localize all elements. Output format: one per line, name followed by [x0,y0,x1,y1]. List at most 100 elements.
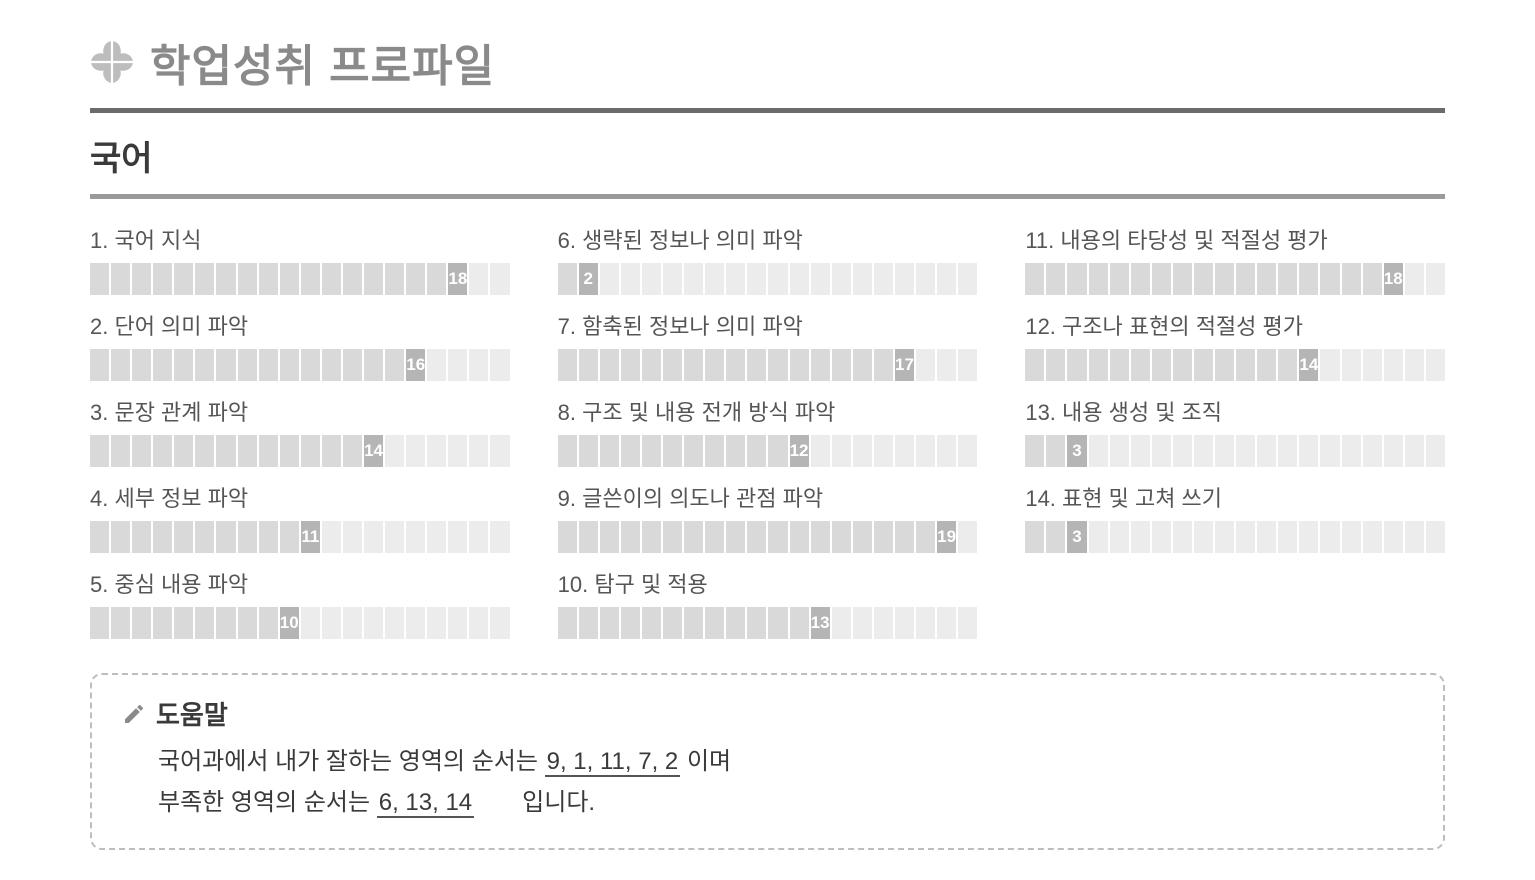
bar-segment [1278,435,1297,467]
score-bar: 3 [1025,521,1445,553]
bar-segment [1025,263,1044,295]
score-bar: 12 [558,435,978,467]
bar-segment: 18 [1384,263,1403,295]
bar-segment [195,607,214,639]
help-line-1: 국어과에서 내가 잘하는 영역의 순서는 9, 1, 11, 7, 2 이며 [122,742,1413,783]
bar-segment [916,521,935,553]
bar-segment [853,349,872,381]
bar-segment [621,521,640,553]
bar-segment [642,263,661,295]
bar-segment [747,521,766,553]
profile-item: 13. 내용 생성 및 조직3 [1025,395,1445,467]
bar-segment [621,349,640,381]
bar-segment [663,263,682,295]
bar-segment [874,521,893,553]
bar-segment [705,521,724,553]
bar-segment [600,607,619,639]
bar-segment [726,263,745,295]
bar-segment [579,435,598,467]
bar-segment [406,521,425,553]
clover-icon [90,40,134,84]
bar-segment [469,435,488,467]
bar-segment [747,607,766,639]
help-line1-val: 9, 1, 11, 7, 2 [545,748,681,777]
bar-segment [174,349,193,381]
bar-segment [90,263,109,295]
item-label: 4. 세부 정보 파악 [90,481,510,513]
bar-segment [1320,263,1339,295]
pencil-icon [122,702,146,726]
bar-segment [406,435,425,467]
bar-segment [132,435,151,467]
bar-segment [768,435,787,467]
bar-segment [385,349,404,381]
bar-segment [301,263,320,295]
help-line1-pre: 국어과에서 내가 잘하는 영역의 순서는 [158,748,545,775]
bar-segment: 14 [1299,349,1318,381]
bar-segment [558,349,577,381]
bar-segment [259,263,278,295]
bar-segment [385,435,404,467]
bar-segment [153,263,172,295]
bar-segment: 16 [406,349,425,381]
bar-segment [238,435,257,467]
bar-segment [684,521,703,553]
item-label: 3. 문장 관계 파악 [90,395,510,427]
bar-segment [937,607,956,639]
bar-segment [322,521,341,553]
bar-segment [558,263,577,295]
bar-segment [916,349,935,381]
bar-segment [1152,349,1171,381]
bar-segment [469,349,488,381]
bar-segment [579,607,598,639]
profile-grid: 1. 국어 지식182. 단어 의미 파악163. 문장 관계 파악144. 세… [90,223,1445,639]
bar-segment [768,263,787,295]
bar-segment [238,263,257,295]
bar-segment [280,435,299,467]
bar-segment [259,607,278,639]
bar-segment [558,607,577,639]
bar-segment [1046,435,1065,467]
bar-segment [1089,521,1108,553]
bar-segment [385,263,404,295]
bar-segment [153,435,172,467]
bar-segment [490,263,509,295]
bar-segment [1194,263,1213,295]
bar-segment [832,521,851,553]
item-label: 12. 구조나 표현의 적절성 평가 [1025,309,1445,341]
score-bar: 16 [90,349,510,381]
bar-segment [448,435,467,467]
bar-segment [1089,263,1108,295]
bar-segment [174,521,193,553]
bar-segment [1215,349,1234,381]
help-line1-post: 이며 [680,748,731,775]
help-title: 도움말 [156,695,228,732]
bar-segment [853,607,872,639]
bar-segment [790,607,809,639]
bar-segment [1236,435,1255,467]
bar-segment [874,349,893,381]
bar-segment [684,349,703,381]
bar-segment [1342,349,1361,381]
bar-segment [132,263,151,295]
profile-item: 7. 함축된 정보나 의미 파악17 [558,309,978,381]
bar-segment [1426,263,1445,295]
bar-segment [1131,435,1150,467]
bar-segment [726,435,745,467]
score-bar: 14 [1025,349,1445,381]
profile-item: 5. 중심 내용 파악10 [90,567,510,639]
bar-segment [874,607,893,639]
bar-segment [726,607,745,639]
profile-item: 12. 구조나 표현의 적절성 평가 14 [1025,309,1445,381]
bar-segment [1426,435,1445,467]
profile-item: 3. 문장 관계 파악14 [90,395,510,467]
bar-segment [238,349,257,381]
bar-segment [301,435,320,467]
bar-segment [1236,349,1255,381]
help-line2-pre: 부족한 영역의 순서는 [158,789,377,816]
bar-segment [1320,435,1339,467]
bar-segment [642,607,661,639]
profile-item: 14. 표현 및 고쳐 쓰기3 [1025,481,1445,553]
bar-segment [684,607,703,639]
bar-segment [958,435,977,467]
